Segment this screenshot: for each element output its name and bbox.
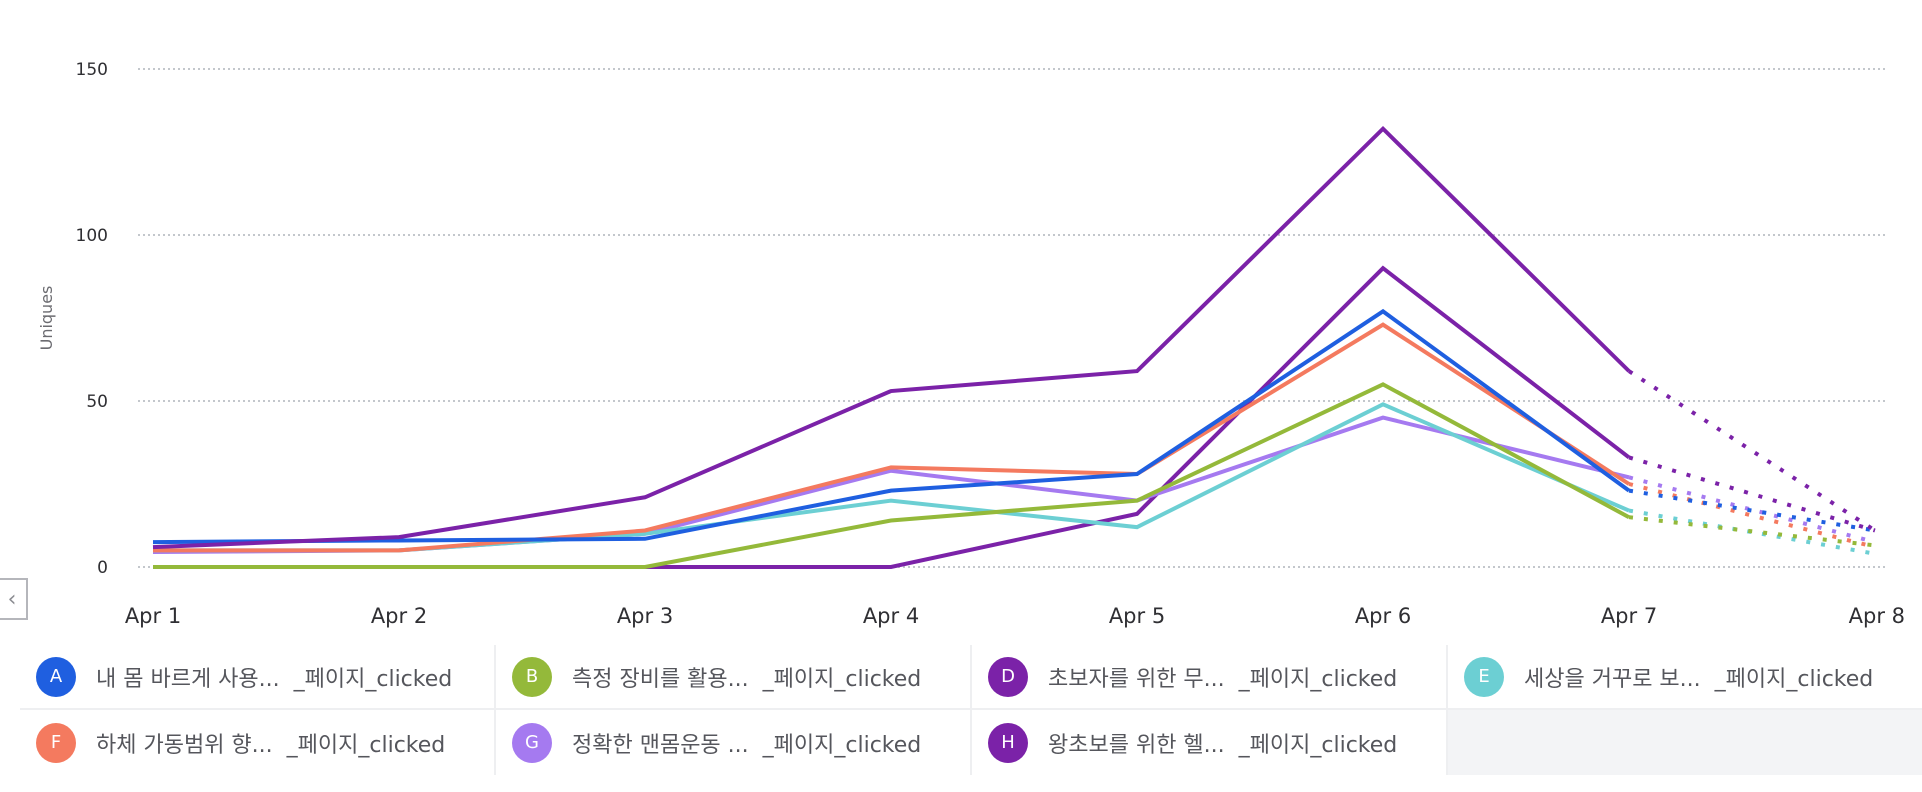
- legend-item[interactable]: F 하체 가동범위 향... _페이지_clicked: [20, 710, 496, 775]
- y-tick-label: 150: [76, 60, 108, 80]
- series-lines: [152, 125, 1877, 569]
- legend-label: 정확한 맨몸운동 ...: [572, 732, 749, 758]
- series-B: [153, 382, 1876, 569]
- legend-label: 초보자를 위한 무...: [1048, 666, 1225, 692]
- series-line-incomplete: [1628, 515, 1876, 548]
- scroll-left-button[interactable]: ‹: [0, 578, 28, 620]
- series-badge: E: [1464, 656, 1504, 697]
- y-tick-label: 50: [86, 392, 108, 412]
- series-G: [152, 415, 1876, 555]
- series-line: [153, 322, 1631, 553]
- series-badge: A: [36, 656, 76, 697]
- legend: A 내 몸 바르게 사용... _페이지_clicked B 측정 장비를 활용... _…: [20, 645, 1922, 775]
- series-H: [153, 265, 1876, 569]
- legend-label: 측정 장비를 활용...: [572, 666, 749, 692]
- x-tick-label: Apr 4: [863, 604, 919, 628]
- series-badge: B: [512, 656, 552, 697]
- y-axis-label: Uniques: [37, 286, 56, 351]
- legend-label: 세상을 거꾸로 보...: [1524, 666, 1701, 692]
- series-line-incomplete: [1628, 455, 1876, 533]
- series-badge: G: [512, 722, 552, 763]
- legend-event-suffix: _페이지_clicked: [1238, 666, 1398, 692]
- legend-item[interactable]: B 측정 장비를 활용... _페이지_clicked: [496, 645, 972, 710]
- series-line: [152, 308, 1631, 545]
- y-tick-label: 0: [97, 558, 108, 578]
- series-badge: F: [36, 722, 76, 763]
- series-A: [152, 308, 1876, 545]
- x-tick-label: Apr 2: [371, 604, 427, 628]
- legend-item[interactable]: D 초보자를 위한 무... _페이지_clicked: [972, 645, 1448, 710]
- x-tick-label: Apr 6: [1355, 604, 1411, 628]
- series-line: [153, 382, 1630, 569]
- legend-label: 하체 가동범위 향...: [96, 732, 273, 758]
- legend-empty-cell: [1448, 710, 1922, 775]
- series-line: [152, 415, 1630, 555]
- series-badge: D: [988, 656, 1028, 697]
- legend-event-suffix: _페이지_clicked: [1714, 666, 1874, 692]
- legend-label: 왕초보를 위한 헬...: [1048, 732, 1225, 758]
- legend-event-suffix: _페이지_clicked: [762, 666, 922, 692]
- legend-item[interactable]: E 세상을 거꾸로 보... _페이지_clicked: [1448, 645, 1922, 710]
- x-tick-label: Apr 3: [617, 604, 673, 628]
- legend-event-suffix: _페이지_clicked: [762, 732, 922, 758]
- x-tick-label: Apr 8: [1849, 604, 1905, 628]
- series-line-incomplete: [1628, 475, 1876, 545]
- legend-item[interactable]: G 정확한 맨몸운동 ... _페이지_clicked: [496, 710, 972, 775]
- legend-event-suffix: _페이지_clicked: [293, 666, 453, 692]
- series-line-incomplete: [1628, 482, 1876, 550]
- y-axis-ticks: 0 50 100 150: [76, 60, 108, 578]
- series-line: [153, 402, 1630, 553]
- x-tick-label: Apr 1: [125, 604, 181, 628]
- legend-item[interactable]: H 왕초보를 위한 헬... _페이지_clicked: [972, 710, 1448, 775]
- series-E: [153, 402, 1876, 556]
- series-line-incomplete: [1628, 488, 1876, 533]
- series-line: [152, 125, 1631, 550]
- x-tick-label: Apr 5: [1109, 604, 1165, 628]
- legend-label: 내 몸 바르게 사용...: [96, 666, 280, 692]
- x-axis-ticks: Apr 1 Apr 2 Apr 3 Apr 4 Apr 5 Apr 6 Apr 7 Apr 8: [125, 604, 1905, 628]
- legend-item[interactable]: A 내 몸 바르게 사용... _페이지_clicked: [20, 645, 496, 710]
- series-F: [153, 322, 1876, 553]
- legend-event-suffix: _페이지_clicked: [1238, 732, 1398, 758]
- y-tick-label: 100: [76, 226, 108, 246]
- series-D: [152, 125, 1877, 550]
- chevron-left-icon: ‹: [7, 586, 17, 612]
- x-tick-label: Apr 7: [1601, 604, 1657, 628]
- gridlines: [138, 68, 1888, 568]
- legend-event-suffix: _페이지_clicked: [286, 732, 446, 758]
- series-badge: H: [988, 722, 1028, 763]
- series-line-incomplete: [1627, 369, 1877, 533]
